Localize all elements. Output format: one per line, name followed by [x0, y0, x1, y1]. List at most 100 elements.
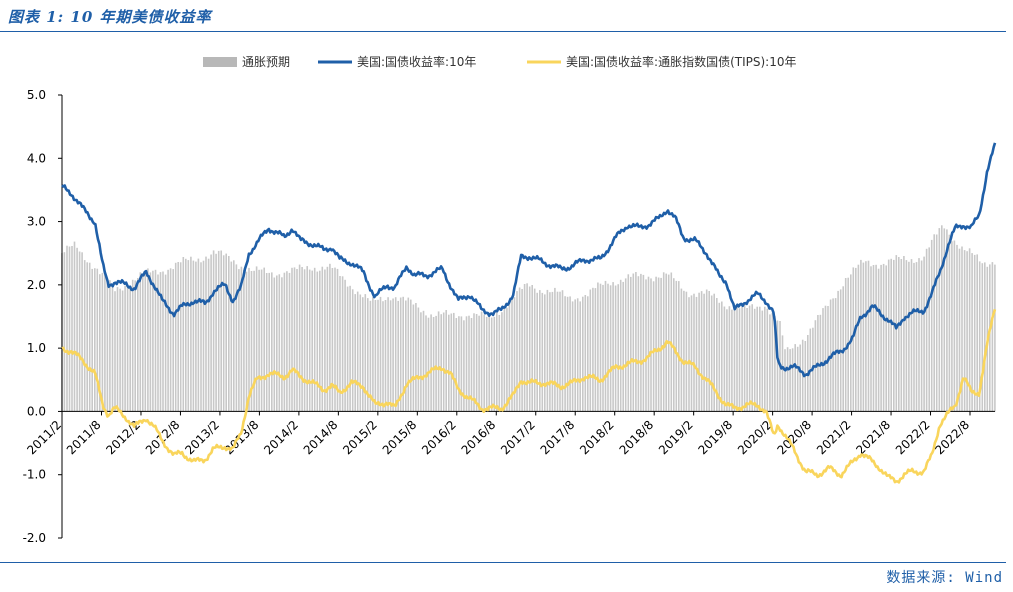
inflation-bar — [867, 260, 870, 412]
source-rule — [0, 562, 1006, 563]
inflation-bar — [994, 264, 996, 412]
inflation-bar — [794, 344, 796, 412]
inflation-bar — [253, 270, 255, 412]
inflation-bar — [417, 307, 420, 412]
inflation-bar — [483, 314, 485, 412]
x-tick-label: 2018/8 — [617, 418, 657, 458]
series-lines — [61, 142, 997, 484]
x-tick-label: 2011/2 — [24, 418, 64, 458]
inflation-bar — [541, 292, 544, 412]
inflation-bar — [784, 349, 786, 412]
legend-label-tips: 美国:国债收益率:通胀指数国债(TIPS):10年 — [566, 54, 797, 69]
inflation-bar — [587, 296, 589, 412]
inflation-bar — [207, 258, 210, 412]
inflation-bar — [781, 335, 784, 412]
inflation-bar — [475, 314, 478, 412]
inflation-bar — [844, 278, 847, 412]
inflation-bar — [99, 274, 101, 412]
inflation-bar — [157, 274, 159, 412]
legend-label-nominal: 美国:国债收益率:10年 — [357, 54, 476, 69]
inflation-bar — [923, 256, 925, 412]
inflation-bar — [116, 287, 119, 412]
y-tick-label: -1.0 — [23, 468, 46, 482]
inflation-bar — [432, 317, 435, 412]
inflation-bar — [741, 306, 743, 412]
inflation-bar — [278, 274, 281, 412]
inflation-bar — [260, 269, 263, 412]
y-tick-label: 4.0 — [27, 151, 46, 165]
inflation-bar — [478, 315, 480, 412]
inflation-bar — [915, 262, 918, 412]
inflation-bar — [174, 262, 177, 412]
inflation-bar — [91, 268, 93, 412]
inflation-bar — [549, 292, 551, 412]
inflation-bar — [281, 277, 283, 412]
inflation-bar — [630, 276, 632, 412]
inflation-bar — [518, 287, 521, 412]
inflation-bar — [642, 274, 645, 412]
inflation-bar — [377, 299, 379, 412]
inflation-bar — [179, 262, 182, 412]
inflation-bar — [255, 266, 258, 412]
inflation-bar — [455, 318, 458, 412]
inflation-bar — [508, 302, 511, 412]
inflation-bar — [956, 244, 958, 412]
inflation-bar — [746, 308, 748, 412]
inflation-bar — [187, 260, 190, 412]
inflation-bar — [771, 312, 774, 412]
inflation-bar — [708, 291, 710, 412]
inflation-bar — [182, 257, 185, 412]
inflation-bar — [561, 290, 564, 412]
inflation-bar — [860, 259, 862, 412]
inflation-bar — [142, 274, 144, 412]
inflation-bar — [362, 297, 364, 412]
inflation-bar — [137, 278, 139, 412]
inflation-bar — [225, 253, 227, 412]
inflation-bar — [152, 270, 154, 412]
inflation-bar — [627, 274, 630, 412]
legend-label-inflation: 通胀预期 — [242, 55, 290, 69]
inflation-bar — [617, 284, 619, 412]
inflation-bar — [448, 314, 450, 412]
inflation-bar — [263, 267, 265, 412]
y-tick-label: 1.0 — [27, 341, 46, 355]
inflation-bar — [238, 269, 240, 412]
inflation-bar — [66, 245, 68, 412]
x-tick-label: 2019/2 — [656, 418, 696, 458]
inflation-bar — [862, 262, 865, 412]
inflation-bar — [298, 264, 301, 412]
inflation-bar — [721, 301, 723, 412]
inflation-bar — [296, 269, 298, 412]
inflation-bar — [440, 314, 442, 412]
inflation-bars — [61, 225, 996, 412]
inflation-bar — [599, 283, 602, 412]
inflation-bar — [531, 285, 533, 412]
x-tick-label: 2019/8 — [696, 418, 736, 458]
inflation-bar — [114, 291, 116, 412]
inflation-bar — [963, 250, 966, 412]
inflation-bar — [918, 258, 920, 412]
inflation-bar — [288, 272, 291, 412]
inflation-bar — [930, 239, 933, 412]
inflation-bar — [412, 304, 415, 412]
x-tick-label: 2014/2 — [261, 418, 301, 458]
inflation-bar — [190, 256, 192, 412]
inflation-bar — [928, 247, 930, 412]
inflation-bar — [637, 276, 640, 412]
inflation-bar — [382, 301, 384, 412]
inflation-bar — [336, 268, 339, 412]
inflation-bar — [394, 297, 397, 412]
inflation-bar — [822, 308, 824, 412]
inflation-bar — [324, 269, 326, 412]
inflation-bar — [230, 261, 233, 412]
inflation-bar — [71, 246, 73, 412]
inflation-bar — [941, 225, 943, 412]
title-rule — [0, 31, 1006, 32]
inflation-bar — [321, 266, 324, 412]
inflation-bar — [195, 261, 197, 412]
inflation-bar — [774, 316, 776, 412]
inflation-bar — [271, 272, 273, 412]
inflation-bar — [200, 262, 202, 412]
inflation-bar — [903, 256, 905, 412]
